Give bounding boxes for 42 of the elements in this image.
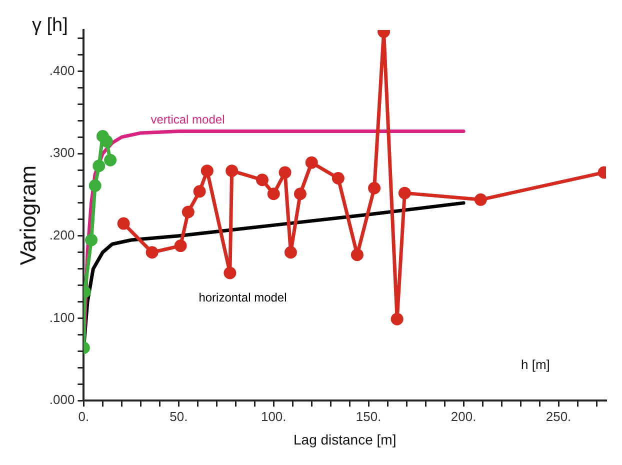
x-tick-label: 150. — [356, 408, 382, 424]
point — [193, 185, 206, 198]
annotation: h [m] — [521, 357, 550, 372]
point — [200, 164, 214, 178]
annotation: horizontal model — [198, 290, 287, 304]
y-tick-label: .200 — [49, 227, 75, 242]
point — [294, 188, 306, 200]
point — [284, 246, 297, 259]
point — [256, 174, 268, 186]
y-tick-label: .000 — [49, 392, 75, 408]
x-tick-label: 250. — [546, 408, 572, 424]
point — [85, 234, 98, 246]
point — [350, 248, 364, 262]
point — [224, 266, 236, 280]
text: γ [h] — [32, 15, 68, 36]
point — [104, 154, 117, 166]
x-tick-label: 50. — [170, 408, 188, 424]
point — [174, 240, 187, 252]
y-tick-label: .300 — [49, 145, 75, 160]
point — [100, 134, 113, 148]
point — [474, 193, 487, 206]
annotation: vertical model — [150, 112, 225, 126]
point — [398, 186, 411, 200]
point — [92, 160, 106, 172]
point — [146, 246, 158, 259]
x-axis-title: Lag distance [m] — [293, 431, 396, 448]
point — [88, 179, 102, 192]
point — [390, 312, 404, 326]
y-tick-label: .100 — [49, 310, 75, 325]
y-axis-title: Variogram — [15, 165, 40, 266]
point — [368, 182, 381, 194]
point — [278, 166, 292, 179]
y-tick-label: .400 — [49, 62, 75, 78]
x-tick-label: 200. — [450, 408, 476, 424]
point — [117, 217, 130, 230]
point — [226, 164, 238, 178]
point — [305, 156, 318, 169]
x-tick-label: 100. — [260, 408, 286, 424]
point — [332, 172, 344, 184]
x-tick-label: 0. — [78, 408, 90, 424]
point — [267, 188, 280, 200]
point — [182, 206, 194, 218]
